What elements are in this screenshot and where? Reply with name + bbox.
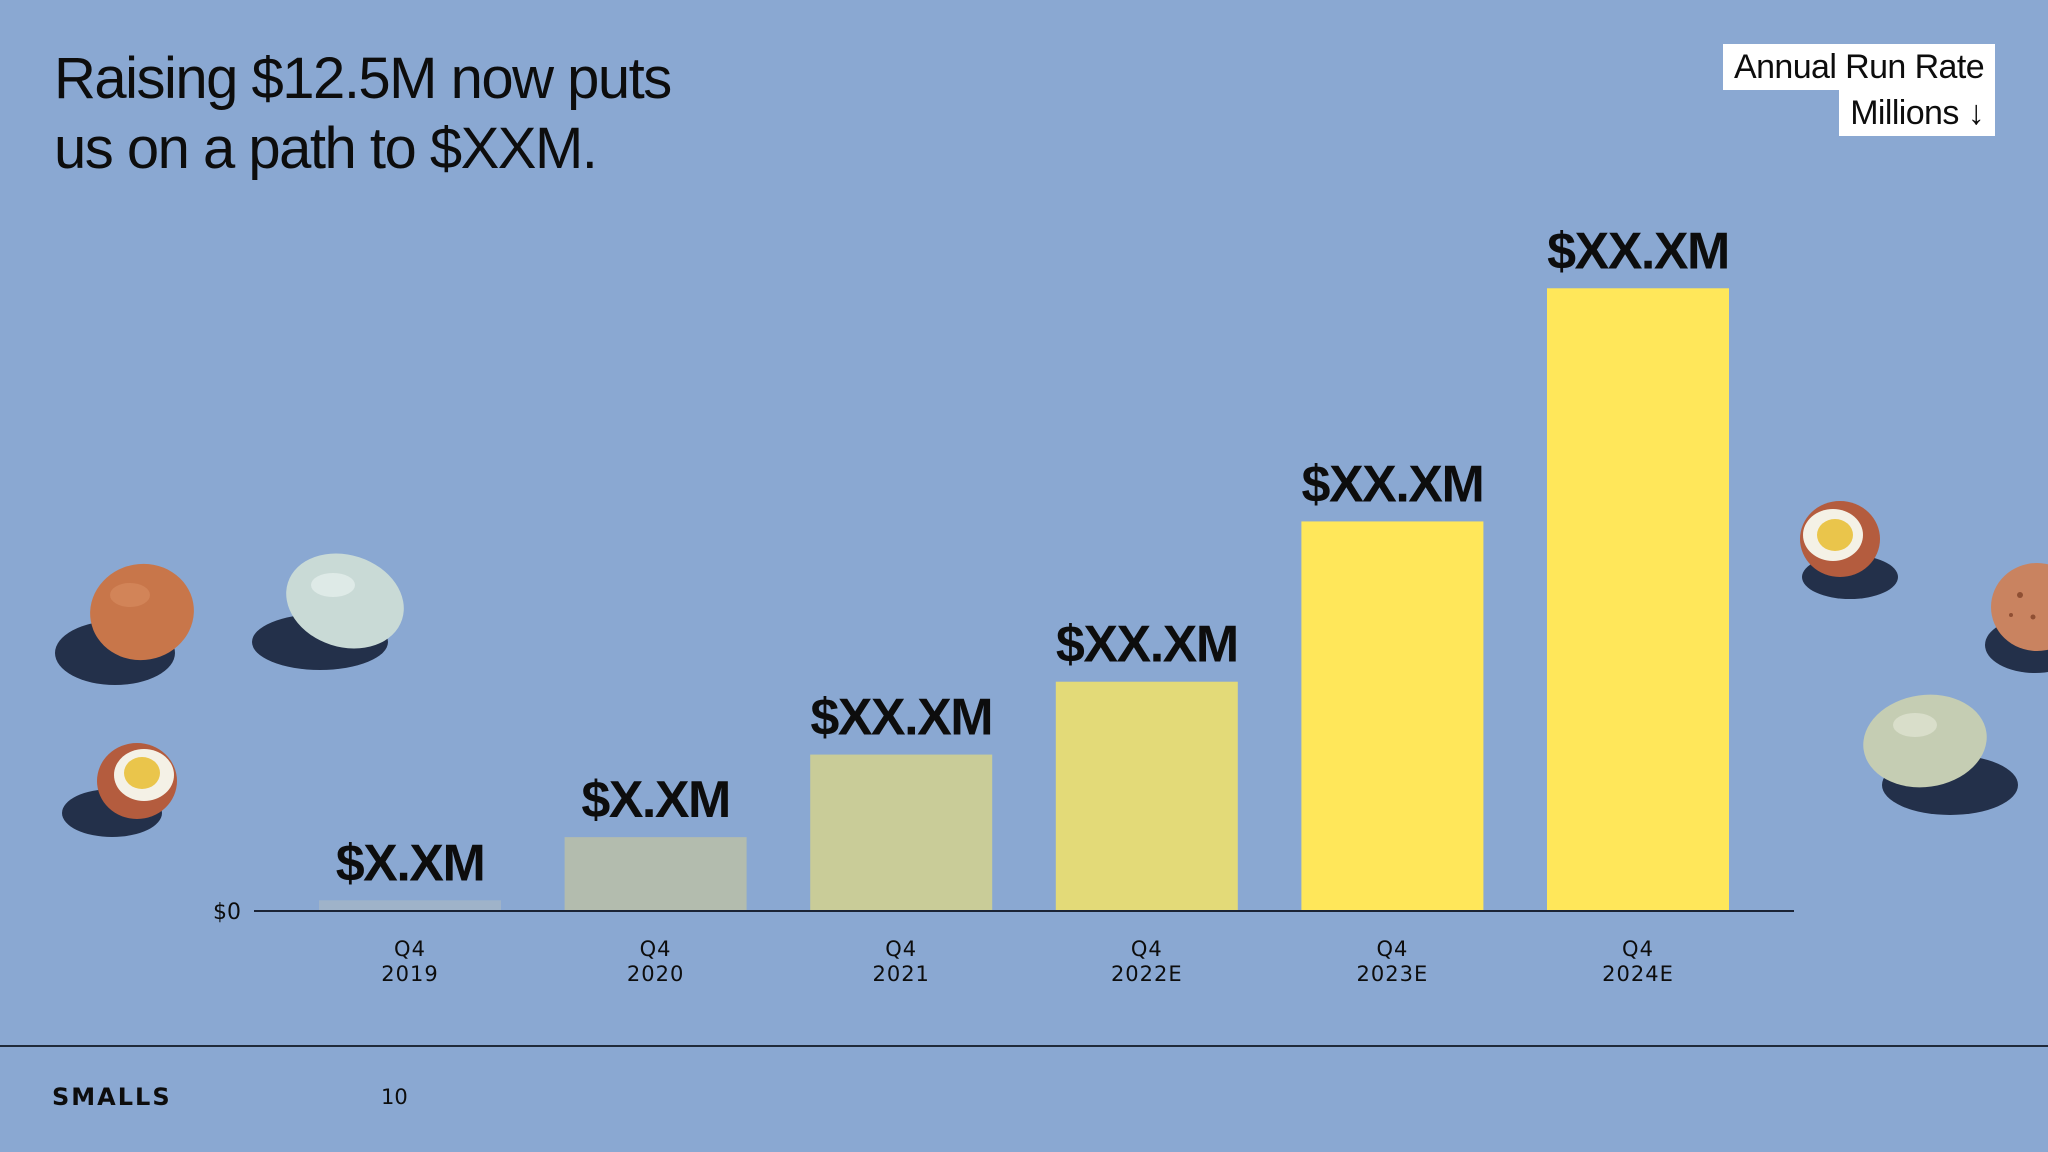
brand-logo: SMALLS <box>52 1083 172 1111</box>
x-tick-year: 2024E <box>1602 962 1674 986</box>
bars-group: $X.XMQ42019$X.XMQ42020$XX.XMQ42021$XX.XM… <box>319 222 1730 986</box>
x-tick-quarter: Q4 <box>1622 937 1654 961</box>
bar-2019 <box>319 900 501 910</box>
x-tick-year: 2022E <box>1111 962 1183 986</box>
bar-2023e <box>1301 521 1484 910</box>
bar-2021 <box>810 754 993 910</box>
halved-egg-right-icon <box>1800 501 1898 599</box>
x-tick-quarter: Q4 <box>394 937 426 961</box>
x-tick-quarter: Q4 <box>1131 937 1163 961</box>
headline-line-2: us on a path to $XXM. <box>54 116 598 181</box>
x-tick-quarter: Q4 <box>1376 937 1408 961</box>
headline-line-1: Raising $12.5M now puts <box>54 46 672 111</box>
legend-title: Annual Run Rate <box>1723 44 1995 90</box>
footer-divider <box>0 1045 2048 1047</box>
x-tick-year: 2021 <box>872 962 929 986</box>
bar-2024e <box>1547 288 1729 910</box>
headline: Raising $12.5M now puts us on a path to … <box>54 44 672 184</box>
x-tick-quarter: Q4 <box>640 937 672 961</box>
bar-2022e <box>1055 681 1238 910</box>
legend: Annual Run Rate Millions ↓ <box>1723 44 1995 136</box>
speckled-egg-icon <box>1985 563 2048 673</box>
y-axis-zero-label: $0 <box>213 900 241 925</box>
blue-egg-icon <box>252 553 404 670</box>
bar-value-label: $XX.XM <box>1302 455 1484 513</box>
bar-2020 <box>564 837 747 910</box>
bar-value-label: $X.XM <box>336 834 485 892</box>
brown-egg-icon <box>55 563 194 685</box>
x-tick-year: 2019 <box>381 962 438 986</box>
green-egg-icon <box>1863 694 2018 815</box>
bar-value-label: $XX.XM <box>1547 222 1729 280</box>
page-number: 10 <box>381 1085 408 1109</box>
bar-value-label: $XX.XM <box>810 689 992 747</box>
halved-egg-icon <box>62 743 177 837</box>
x-tick-quarter: Q4 <box>885 937 917 961</box>
x-tick-year: 2023E <box>1357 962 1429 986</box>
bar-value-label: $XX.XM <box>1056 616 1238 674</box>
x-tick-year: 2020 <box>627 962 684 986</box>
legend-units: Millions ↓ <box>1839 90 1995 136</box>
bar-value-label: $X.XM <box>581 771 730 829</box>
